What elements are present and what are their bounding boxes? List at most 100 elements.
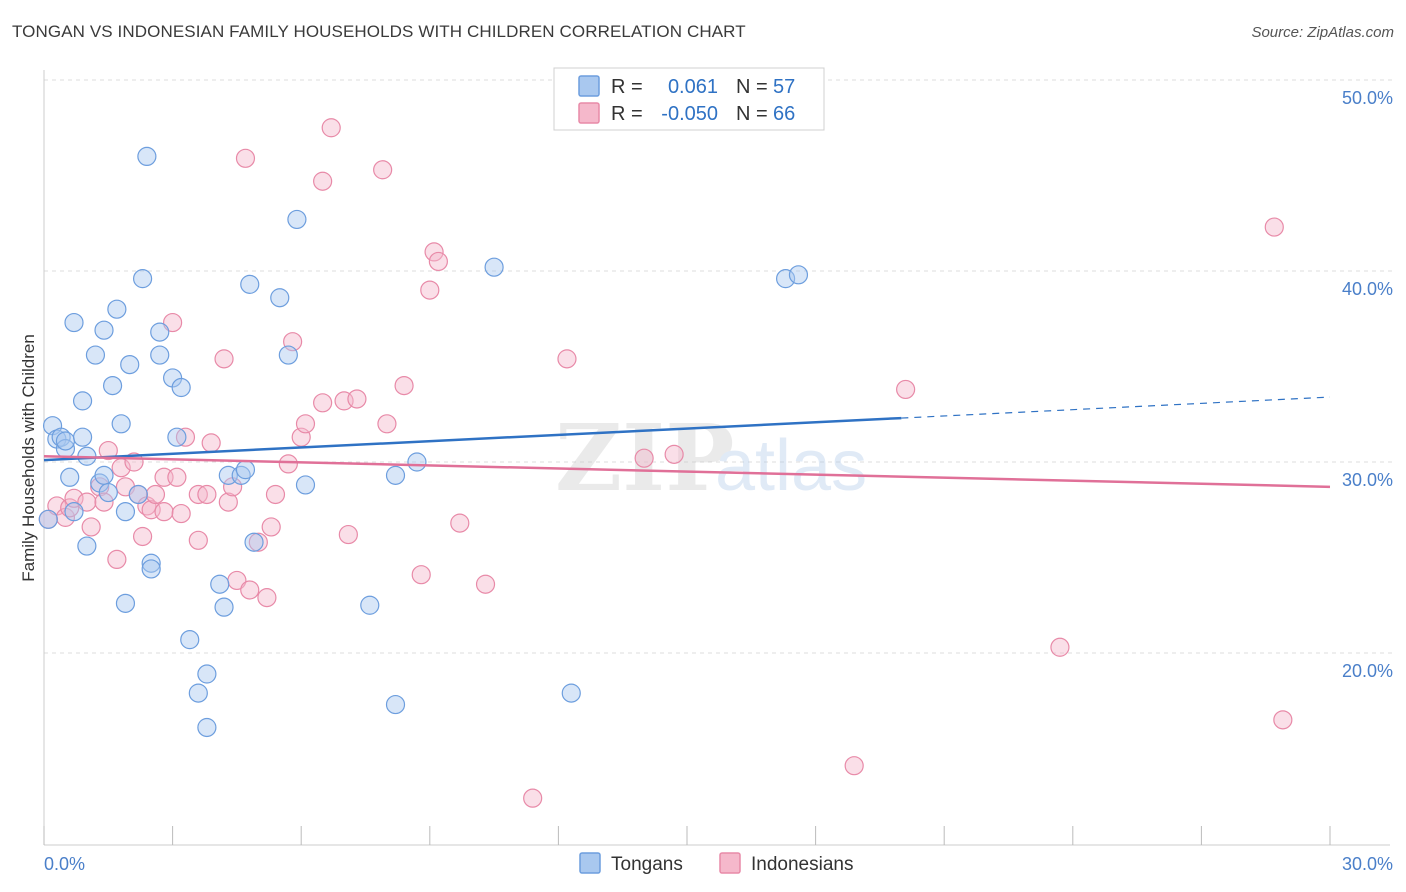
tongans-point xyxy=(64,502,84,522)
source-credit: Source: ZipAtlas.com xyxy=(1251,24,1394,41)
indonesians-point xyxy=(338,524,358,545)
indonesians-point xyxy=(420,280,440,300)
tongans-point xyxy=(295,475,316,495)
tongans-point xyxy=(141,559,161,579)
indonesians-n-value: 66 xyxy=(773,103,795,125)
indonesians-point xyxy=(278,454,298,474)
tongans-swatch xyxy=(578,75,600,97)
indonesians-point xyxy=(163,312,183,333)
tongans-point xyxy=(171,377,191,398)
indonesians-point xyxy=(218,492,238,512)
y-tick-label: 20.0% xyxy=(1342,661,1393,681)
indonesians-points xyxy=(38,118,1293,808)
indonesians-point xyxy=(188,530,208,550)
indonesians-point xyxy=(1264,217,1284,237)
indonesians-point xyxy=(240,580,260,600)
tongans-point xyxy=(94,320,114,340)
indonesians-point xyxy=(844,756,864,776)
legend-indonesians-swatch xyxy=(719,852,741,874)
watermark-zip: ZIP xyxy=(555,404,734,512)
tongans-point xyxy=(167,427,187,447)
indonesians-point xyxy=(295,414,316,434)
tongans-point xyxy=(60,467,80,487)
indonesians-swatch xyxy=(578,102,600,124)
y-tick-label: 40.0% xyxy=(1342,279,1393,299)
indonesians-point xyxy=(313,171,333,191)
indonesians-point xyxy=(373,160,393,180)
tongans-point xyxy=(385,465,406,485)
tongans-point xyxy=(561,683,581,703)
tongans-point xyxy=(287,209,307,230)
indonesians-point xyxy=(235,148,256,168)
y-axis-label: Family Households with Children xyxy=(19,334,38,582)
tongans-point xyxy=(244,532,264,552)
indonesians-point xyxy=(167,467,187,487)
y-tick-labels: 20.0% 30.0% 40.0% 50.0% xyxy=(1342,88,1393,681)
legend-tongans-label: Tongans xyxy=(611,854,683,875)
x-tick-marks xyxy=(43,826,1331,845)
indonesians-point xyxy=(1273,710,1293,730)
tongans-point xyxy=(788,265,809,285)
tongans-point xyxy=(407,452,427,472)
tongans-point xyxy=(38,509,58,529)
tongans-point xyxy=(132,269,153,289)
indonesians-point xyxy=(77,492,97,512)
correlation-legend: R = 0.061 N = 57 R = -0.050 N = 66 xyxy=(553,67,825,131)
tongans-point xyxy=(98,482,118,503)
x-tick-labels: 0.0% 30.0% xyxy=(44,854,1393,874)
chart-title: TONGAN VS INDONESIAN FAMILY HOUSEHOLDS W… xyxy=(12,22,746,41)
indonesians-point xyxy=(347,389,367,409)
tongans-point xyxy=(278,345,298,365)
tongans-point xyxy=(120,354,140,375)
tongans-point xyxy=(115,502,136,522)
tongans-point xyxy=(385,694,406,715)
tongans-point xyxy=(94,465,114,485)
indonesians-point xyxy=(64,488,84,508)
tongans-point xyxy=(141,553,161,573)
x-tick-label: 0.0% xyxy=(44,854,85,874)
indonesians-point xyxy=(664,444,684,464)
tongans-point xyxy=(72,427,93,447)
indonesians-point xyxy=(248,532,268,552)
tongans-point xyxy=(235,460,256,480)
tongans-point xyxy=(72,391,93,411)
indonesians-point xyxy=(313,393,333,413)
indonesians-point xyxy=(523,788,543,808)
tongans-trend-extension xyxy=(901,396,1331,419)
indonesians-point xyxy=(257,588,277,608)
indonesians-point xyxy=(475,574,496,594)
regression-lines xyxy=(43,396,1331,489)
indonesians-point xyxy=(107,549,127,570)
tongans-point xyxy=(55,431,76,451)
series-legend: Tongans Indonesians xyxy=(579,852,853,875)
indonesians-point xyxy=(132,526,153,547)
watermark-atlas: atlas xyxy=(715,426,867,506)
watermark: ZIP atlas xyxy=(555,404,867,512)
legend-indonesians-label: Indonesians xyxy=(751,854,853,875)
y-tick-label: 50.0% xyxy=(1342,88,1393,108)
tongans-r-label: R = xyxy=(611,76,643,98)
indonesians-point xyxy=(450,513,470,533)
tongans-point xyxy=(270,288,290,308)
tongans-point xyxy=(115,593,136,613)
indonesians-point xyxy=(94,492,114,512)
indonesians-point xyxy=(377,414,397,434)
indonesians-point xyxy=(98,440,118,461)
indonesians-point xyxy=(896,379,916,400)
tongans-point xyxy=(137,146,157,166)
x-tick-label: 30.0% xyxy=(1342,854,1393,874)
indonesians-point xyxy=(557,349,577,369)
tongans-point xyxy=(111,414,131,434)
indonesians-point xyxy=(265,484,286,505)
tongans-n-label: N = xyxy=(736,76,768,98)
tongans-point xyxy=(210,574,230,594)
y-tick-label: 30.0% xyxy=(1342,470,1393,490)
tongans-r-value: 0.061 xyxy=(668,76,718,98)
tongans-point xyxy=(128,484,148,505)
indonesians-point xyxy=(214,349,234,369)
indonesians-n-label: N = xyxy=(736,103,768,125)
indonesians-point xyxy=(81,517,101,537)
indonesians-point xyxy=(171,503,191,524)
tongans-point xyxy=(180,630,200,650)
